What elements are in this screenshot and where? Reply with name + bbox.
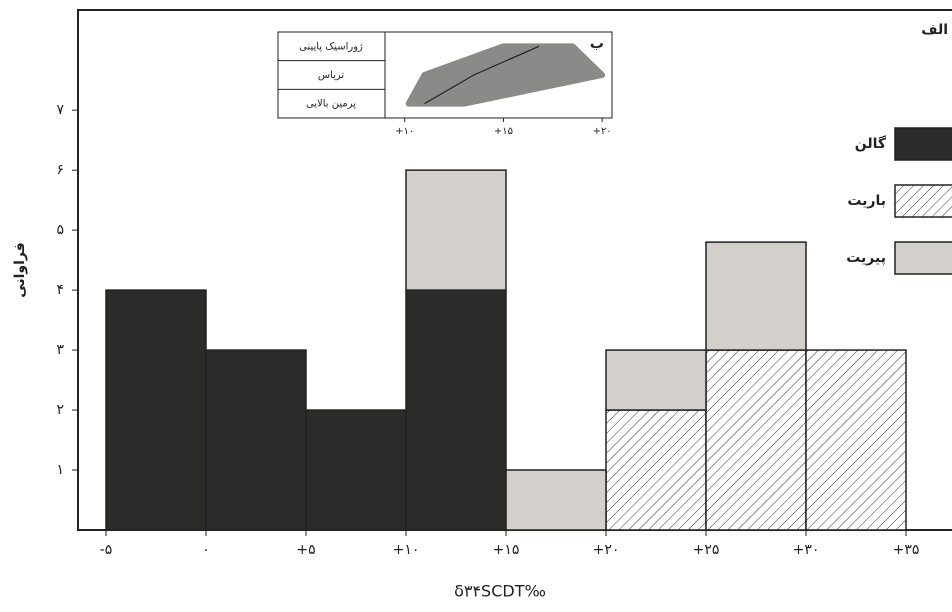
bar [305, 409, 407, 531]
x-tick-label: +۳۵ [893, 542, 920, 558]
x-tick-label: +۱۰ [395, 126, 414, 137]
y-axis-label: فراوانی [12, 242, 28, 298]
legend-swatch [894, 241, 952, 275]
y-tick-label: ۴ [56, 282, 64, 298]
legend-label: پیریت [846, 250, 886, 266]
bar [605, 349, 707, 411]
y-tick-label: ۷ [56, 102, 64, 118]
x-tick-label: +۵ [296, 542, 315, 558]
bar [405, 169, 507, 291]
bar [705, 241, 807, 351]
x-tick-label: +۱۵ [493, 542, 520, 558]
x-tick-label: +۲۰ [593, 542, 620, 558]
legend-swatch [894, 184, 952, 218]
center-line [424, 45, 540, 105]
x-tick-label: +۲۵ [693, 542, 720, 558]
x-tick-label: +۱۵ [494, 126, 513, 137]
y-tick-label: ۱ [56, 462, 64, 478]
legend-swatch [894, 127, 952, 161]
y-tick-label: ۵ [56, 222, 64, 238]
x-tick-label: -۵ [100, 542, 113, 558]
bar [405, 289, 507, 531]
x-axis-label: δ۳۴SCDT‰ [454, 582, 546, 601]
row-label: ژوراسیک پایینی [299, 41, 363, 52]
x-tick-label: +۲۰ [593, 126, 612, 137]
legend-label: باریت [847, 193, 886, 209]
bar [805, 349, 907, 531]
panel-label: الف [921, 22, 948, 38]
bar [505, 469, 607, 531]
bar [105, 289, 207, 531]
range-band [405, 43, 606, 107]
x-tick-label: ۰ [202, 542, 210, 558]
y-tick-label: ۳ [56, 342, 64, 358]
row-label: پرمین بالایی [306, 99, 356, 110]
legend-label: گالن [855, 135, 887, 152]
y-tick-label: ۶ [56, 162, 64, 178]
x-tick-label: +۱۰ [393, 542, 420, 558]
inset-label: ب [590, 36, 604, 52]
x-tick-label: +۳۰ [793, 542, 820, 558]
row-label: ترياس [318, 70, 345, 81]
bar [705, 349, 807, 531]
bar [605, 409, 707, 531]
y-tick-label: ۲ [56, 402, 64, 418]
bar [205, 349, 307, 531]
